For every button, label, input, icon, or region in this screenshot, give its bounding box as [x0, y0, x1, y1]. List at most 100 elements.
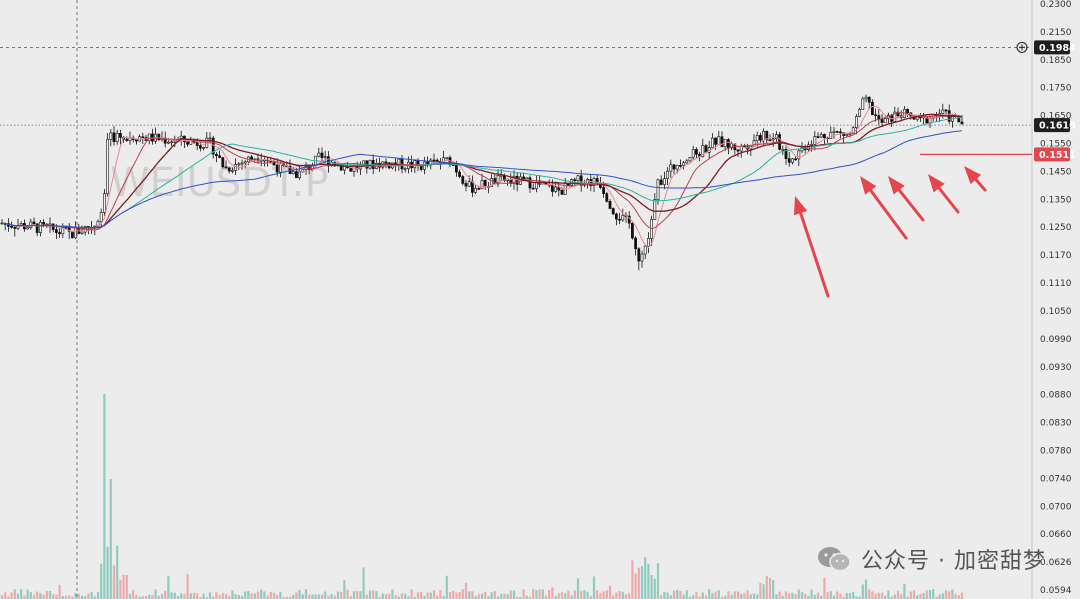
candle-body: [320, 152, 324, 158]
volume-bar: [608, 585, 612, 599]
candle-body: [768, 139, 772, 142]
volume-bar: [423, 595, 426, 599]
volume-bar: [676, 590, 679, 599]
volume-bar: [538, 589, 541, 599]
volume-bar: [765, 575, 768, 599]
candle-body: [173, 141, 177, 143]
candle-body: [10, 226, 14, 228]
candle-body: [323, 156, 327, 158]
candle-body: [186, 141, 190, 145]
candle-body: [819, 134, 823, 138]
volume-bar: [746, 590, 749, 599]
volume-bar: [84, 596, 87, 599]
watermark-label: 公众号 · 加密甜梦: [861, 549, 1046, 574]
candle-body: [426, 161, 430, 165]
candle-body: [605, 193, 609, 202]
candle-body: [864, 96, 868, 100]
volume-bar: [432, 590, 436, 599]
volume-bar: [42, 594, 45, 599]
candle-body: [490, 178, 494, 187]
volume-bar: [272, 592, 276, 599]
candle-body: [80, 231, 84, 234]
volume-bar: [487, 596, 490, 599]
volume-bar: [410, 589, 413, 599]
candle-body: [906, 109, 910, 114]
price-tick-label: 0.0660: [1040, 530, 1072, 540]
volume-bar: [362, 567, 365, 599]
volume-bar: [679, 590, 682, 599]
candle-body: [880, 119, 884, 123]
volume-bar: [455, 592, 458, 599]
candle-body: [726, 139, 730, 149]
volume-bar: [730, 594, 733, 599]
volume-bar: [580, 590, 583, 599]
volume-bar: [522, 589, 525, 599]
price-tick-label: 0.1050: [1040, 307, 1072, 317]
price-tick-label: 0.0700: [1040, 502, 1072, 512]
volume-bar: [640, 566, 644, 599]
volume-bar: [445, 575, 448, 599]
candle-body: [250, 156, 254, 160]
volume-bar: [173, 592, 176, 599]
volume-bar: [90, 591, 93, 599]
volume-bar: [567, 590, 570, 599]
volume-bar: [880, 592, 884, 599]
volume-bar: [941, 593, 944, 599]
volume-bar: [848, 592, 852, 599]
candle-body: [838, 131, 842, 134]
volume-bar: [167, 576, 170, 599]
volume-bar: [506, 594, 509, 599]
volume-bar: [496, 596, 500, 599]
annotation-arrowhead: [793, 196, 808, 216]
annotation-arrow: [869, 188, 908, 240]
candle-body: [550, 184, 554, 192]
candle-body: [202, 147, 206, 149]
volume-bar: [103, 394, 106, 599]
candle-body: [643, 245, 647, 255]
volume-bar: [4, 592, 7, 599]
candle-body: [384, 161, 388, 164]
volume-bar: [836, 591, 839, 599]
volume-bar: [448, 592, 452, 599]
candle-body: [435, 159, 439, 162]
annotation-arrow: [974, 178, 987, 192]
volume-bar: [733, 591, 736, 599]
volume-bar: [180, 593, 183, 599]
volume-bar: [925, 590, 928, 599]
volume-bar: [637, 567, 640, 599]
candle-body: [662, 178, 666, 185]
volume-bar: [346, 589, 349, 599]
candle-body: [794, 158, 798, 161]
volume-bar: [743, 593, 746, 599]
volume-bar: [704, 595, 708, 599]
volume-bar: [919, 594, 922, 599]
candle-body: [835, 131, 839, 133]
volume-bar: [269, 591, 272, 599]
volume-bar: [288, 596, 292, 599]
volume-bar: [116, 545, 119, 599]
candle-body: [58, 232, 62, 235]
candle-body: [61, 227, 65, 235]
candle-body: [29, 221, 33, 228]
volume-bar: [218, 595, 221, 599]
volume-bar: [791, 592, 794, 599]
candle-body: [496, 174, 500, 185]
volume-bar: [282, 596, 285, 599]
candle-body: [682, 162, 686, 166]
volume-bar: [900, 594, 903, 599]
candle-body: [810, 144, 814, 146]
candle-body: [787, 158, 791, 163]
volume-bar: [772, 580, 775, 599]
volume-bar: [653, 578, 656, 599]
volume-bar: [711, 593, 714, 599]
candle-body: [218, 155, 222, 158]
volume-bar: [554, 595, 557, 599]
volume-bar: [602, 591, 605, 599]
candle-body: [765, 130, 769, 141]
volume-bar: [813, 594, 816, 599]
price-tick-label: 0.1350: [1040, 195, 1072, 205]
volume-bar: [541, 589, 544, 599]
volume-bar: [932, 589, 935, 599]
volume-bar: [324, 591, 327, 599]
